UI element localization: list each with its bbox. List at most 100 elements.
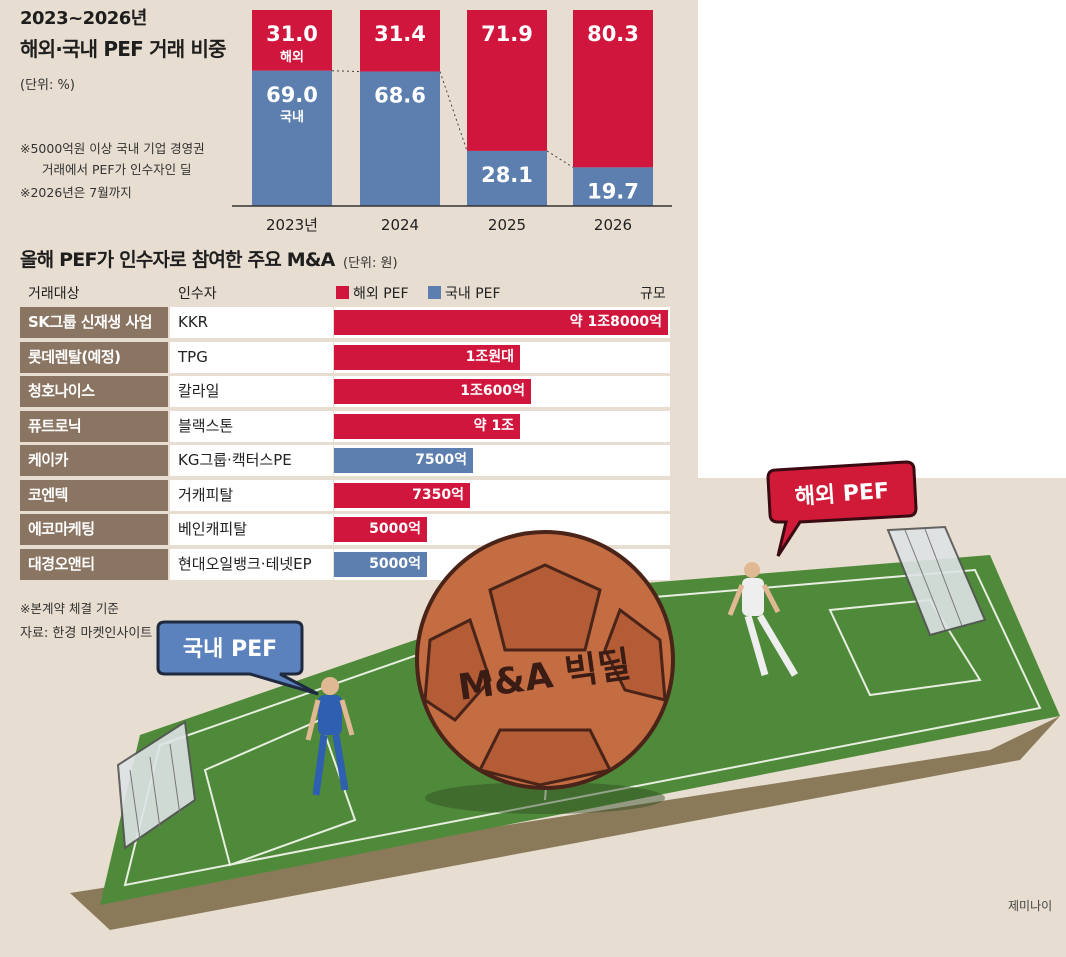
bar-domestic-2 xyxy=(467,150,547,206)
bar-foreign-3 xyxy=(573,10,653,168)
x-tick-3: 2026 xyxy=(594,216,632,234)
bubble-domestic: 국내 PEF xyxy=(156,620,319,696)
deals-title: 올해 PEF가 인수자로 참여한 주요 M&A xyxy=(20,249,335,271)
deal-size-label: 약 1조8000억 xyxy=(569,314,662,330)
deal-acquirer: 블랙스톤 xyxy=(170,410,333,442)
deal-acquirer: 베인캐피탈 xyxy=(170,514,333,545)
label-foreign-1: 31.4 xyxy=(374,22,426,46)
foreign-player xyxy=(727,562,799,677)
deal-bar-cell: 약 1조 xyxy=(334,410,670,442)
bar-domestic-1 xyxy=(360,71,440,206)
note-criteria-line1: ※5000억원 이상 국내 기업 경영권 xyxy=(20,141,205,156)
x-tick-0: 2023년 xyxy=(266,216,318,234)
deal-target: 청호나이스 xyxy=(20,376,168,407)
connector-2 xyxy=(546,150,574,168)
connector-1 xyxy=(439,71,468,152)
source: 자료: 한경 마켓인사이트 xyxy=(20,626,153,641)
table-row: 코엔텍 거캐피탈 7350억 xyxy=(20,478,670,512)
header-size: 규모 xyxy=(640,286,666,302)
domestic-player xyxy=(305,677,355,796)
table-row: 퓨트로닉 블랙스톤 약 1조 xyxy=(20,409,670,443)
deal-size-bar: 1조600억 xyxy=(334,379,531,404)
deal-size-label: 5000억 xyxy=(369,521,421,537)
x-tick-1: 2024 xyxy=(381,216,419,234)
deal-bar-cell: 1조600억 xyxy=(334,376,670,407)
deal-size-bar: 약 1조 xyxy=(334,413,520,439)
deal-target: 에코마케팅 xyxy=(20,514,168,545)
table-row: 에코마케팅 베인캐피탈 5000억 xyxy=(20,512,670,546)
deal-size-bar: 약 1조8000억 xyxy=(334,310,668,335)
legend-swatch-domestic xyxy=(428,286,441,299)
table-row: 케이카 KG그룹·캑터스PE 7500억 xyxy=(20,443,670,477)
deal-size-bar: 5000억 xyxy=(334,551,427,577)
deal-size-label: 1조원대 xyxy=(465,348,514,365)
series-label-foreign: 해외 xyxy=(280,49,304,65)
label-domestic-1: 68.6 xyxy=(374,84,426,108)
left-penalty-box xyxy=(203,718,357,867)
x-tick-2: 2025 xyxy=(488,216,526,234)
deal-size-bar: 1조원대 xyxy=(334,344,520,370)
bar-foreign-1 xyxy=(360,10,440,72)
bubble-foreign: 해외 PEF xyxy=(766,460,918,557)
legend-swatch-foreign xyxy=(336,286,349,299)
deal-size-bar: 7500억 xyxy=(334,448,473,473)
stacked-chart-unit: (단위: %) xyxy=(20,78,75,93)
deal-size-label: 7500억 xyxy=(415,452,467,468)
deal-target: SK그룹 신재생 사업 xyxy=(20,307,168,338)
deal-acquirer: 거캐피탈 xyxy=(170,479,333,511)
legend-foreign-label: 해외 PEF xyxy=(353,286,409,302)
deal-size-bar: 7350억 xyxy=(334,482,470,508)
stacked-chart-title-line2: 해외·국내 PEF 거래 비중 xyxy=(20,37,226,61)
illustration-credit: 제미나이 xyxy=(1008,899,1053,913)
deal-bar-cell: 1조원대 xyxy=(334,341,670,373)
label-foreign-3: 80.3 xyxy=(587,22,639,46)
legend-domestic-label: 국내 PEF xyxy=(445,286,501,302)
footnote: ※본계약 체결 기준 xyxy=(20,601,119,616)
deal-bar-cell: 5000억 xyxy=(334,514,670,545)
right-goal xyxy=(886,525,987,637)
label-foreign-2: 71.9 xyxy=(481,22,533,46)
deal-acquirer: TPG xyxy=(170,341,333,373)
left-goal xyxy=(116,720,197,850)
deal-acquirer: 현대오일뱅크·테넷EP xyxy=(170,548,333,580)
bar-domestic-3 xyxy=(573,167,653,206)
deal-bar-cell: 약 1조8000억 xyxy=(334,307,670,338)
deal-target: 대경오앤티 xyxy=(20,548,168,580)
deal-acquirer: KG그룹·캑터스PE xyxy=(170,445,333,476)
label-domestic-0: 69.0 xyxy=(266,83,318,107)
ball: M&A 빅딜 xyxy=(415,530,675,814)
deal-acquirer: KKR xyxy=(170,307,333,338)
deal-target: 케이카 xyxy=(20,445,168,476)
deal-target: 롯데렌탈(예정) xyxy=(20,341,168,373)
deal-target: 퓨트로닉 xyxy=(20,410,168,442)
deal-size-label: 7350억 xyxy=(412,486,464,503)
header-acquirer: 인수자 xyxy=(178,286,217,302)
label-domestic-3: 19.7 xyxy=(587,179,639,203)
deal-bar-cell: 7500억 xyxy=(334,445,670,476)
deal-size-label: 1조600억 xyxy=(460,383,525,399)
note-2026-period: ※2026년은 7월까지 xyxy=(20,185,132,200)
deal-target: 코엔텍 xyxy=(20,479,168,511)
deal-size-label: 5000억 xyxy=(369,555,421,572)
stacked-chart-title-line1: 2023~2026년 xyxy=(20,8,147,29)
label-foreign-0: 31.0 xyxy=(266,22,318,46)
pitch-edge xyxy=(70,716,1060,930)
note-criteria-line2: 거래에서 PEF가 인수자인 딜 xyxy=(42,162,192,177)
label-domestic-2: 28.1 xyxy=(481,163,533,187)
deal-size-bar: 5000억 xyxy=(334,517,427,542)
deal-size-label: 약 1조 xyxy=(473,417,514,434)
deal-acquirer: 칼라일 xyxy=(170,376,333,407)
bar-foreign-0 xyxy=(252,10,332,71)
table-row: 롯데렌탈(예정) TPG 1조원대 xyxy=(20,340,670,374)
right-penalty-box xyxy=(828,598,982,697)
bar-foreign-2 xyxy=(467,10,547,151)
table-row: SK그룹 신재생 사업 KKR 약 1조8000억 xyxy=(20,305,670,339)
deal-bar-cell: 7350억 xyxy=(334,479,670,511)
header-target: 거래대상 xyxy=(28,286,80,302)
series-label-domestic: 국내 xyxy=(280,109,304,125)
table-row: 청호나이스 칼라일 1조600억 xyxy=(20,374,670,408)
bar-domestic-0 xyxy=(252,70,332,206)
